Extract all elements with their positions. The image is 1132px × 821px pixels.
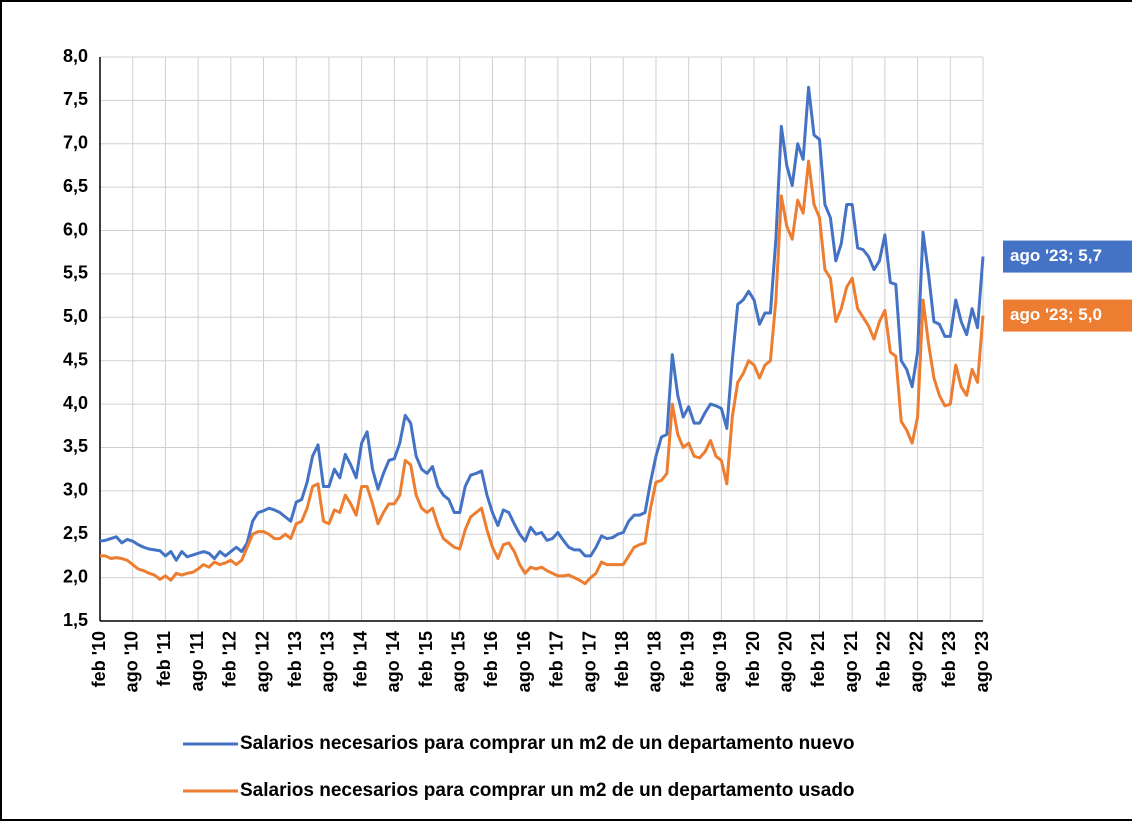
- y-tick-label: 2,0: [63, 566, 88, 586]
- x-tick-label: feb '10: [89, 631, 109, 687]
- y-tick-label: 6,0: [63, 219, 88, 239]
- y-tick-label: 4,5: [63, 349, 88, 369]
- x-tick-label: feb '13: [285, 631, 305, 687]
- x-tick-label: ago '13: [318, 631, 338, 692]
- y-tick-label: 3,0: [63, 480, 88, 500]
- x-tick-label: feb '12: [220, 631, 240, 687]
- x-tick-label: ago '21: [841, 631, 861, 692]
- y-tick-label: 1,5: [63, 610, 88, 630]
- x-tick-label: ago '22: [906, 631, 926, 692]
- y-tick-label: 6,5: [63, 176, 88, 196]
- annotation-label: ago '23; 5,7: [1010, 246, 1102, 265]
- y-tick-label: 5,0: [63, 306, 88, 326]
- annotation-label: ago '23; 5,0: [1010, 305, 1102, 324]
- series-line: [100, 159, 985, 586]
- x-tick-label: feb '20: [743, 631, 763, 687]
- y-tick-label: 7,5: [63, 89, 88, 109]
- x-tick-label: ago '23: [972, 631, 992, 692]
- y-tick-label: 8,0: [63, 46, 88, 66]
- legend-label: Salarios necesarios para comprar un m2 d…: [240, 733, 855, 754]
- x-tick-label: feb '22: [874, 631, 894, 687]
- x-tick-label: feb '17: [547, 631, 567, 687]
- annotation-box: [1003, 299, 1132, 332]
- x-tick-label: ago '12: [252, 631, 272, 692]
- x-tick-label: feb '21: [808, 631, 828, 687]
- x-tick-label: ago '11: [187, 631, 207, 691]
- y-tick-label: 2,5: [63, 523, 88, 543]
- x-tick-label: feb '18: [612, 631, 632, 687]
- y-tick-label: 3,5: [63, 436, 88, 456]
- x-tick-label: ago '18: [645, 631, 665, 692]
- x-tick-label: ago '17: [579, 631, 599, 692]
- x-tick-label: ago '19: [710, 631, 730, 692]
- y-tick-label: 4,0: [63, 393, 88, 413]
- x-tick-label: ago '10: [121, 631, 141, 692]
- x-tick-label: feb '15: [416, 631, 436, 687]
- y-tick-label: 7,0: [63, 133, 88, 153]
- annotation-box: [1003, 240, 1132, 273]
- x-tick-label: ago '16: [514, 631, 534, 692]
- series-line: [99, 85, 985, 562]
- x-tick-label: feb '14: [350, 631, 370, 687]
- x-tick-label: ago '20: [776, 631, 796, 692]
- x-tick-label: ago '15: [448, 631, 468, 692]
- x-tick-label: feb '19: [677, 631, 697, 687]
- x-tick-label: feb '23: [939, 631, 959, 687]
- y-tick-label: 5,5: [63, 263, 88, 283]
- x-tick-label: feb '16: [481, 631, 501, 687]
- legend-label: Salarios necesarios para comprar un m2 d…: [240, 780, 855, 801]
- x-tick-label: ago '14: [383, 631, 403, 692]
- x-tick-label: feb '11: [154, 631, 174, 686]
